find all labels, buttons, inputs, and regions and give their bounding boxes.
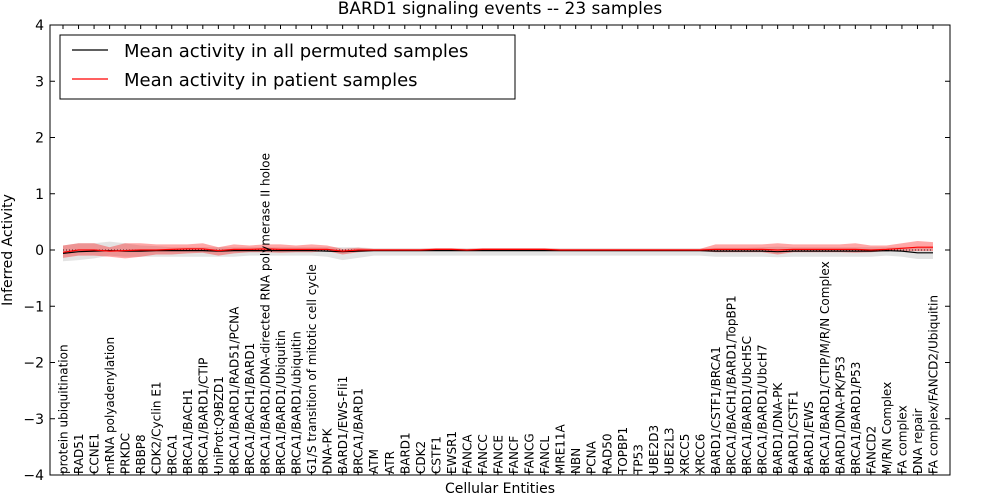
category-label: BARD1 [398, 432, 412, 474]
category-label: DNA-PK [321, 427, 335, 474]
category-label: protein ubiquitination [57, 344, 71, 474]
category-label: BRCA1/BARD1/CTIP [196, 358, 210, 474]
category-label: UBE2L3 [662, 427, 676, 474]
category-label: BARD1/EWS-Fli1 [336, 376, 350, 474]
y-tick-label: 0 [35, 243, 44, 259]
category-label: BRCA1/BARD1/Ubiquitin [274, 330, 288, 474]
category-label: BRCA1/BARD1/RAD51/PCNA [227, 306, 241, 474]
category-label: FANCC [476, 434, 490, 474]
y-tick-label: −4 [23, 468, 44, 484]
category-label: BARD1/DNA-PK/P53 [833, 356, 847, 474]
category-label: CSTF1 [429, 436, 443, 474]
category-label: DNA repair [911, 408, 925, 474]
category-label: ATM [367, 449, 381, 474]
category-label: FANCG [523, 433, 537, 474]
category-label: EWSR1 [445, 431, 459, 474]
category-label: FANCE [492, 435, 506, 474]
category-label: ATR [383, 451, 397, 474]
category-label: BRCA1/BACH1/BARD1 [243, 343, 257, 474]
category-label: FA complex [895, 405, 909, 474]
category-label: BRCA1/BACH1/BARD1/TopBP1 [725, 295, 739, 474]
category-label: RAD51 [72, 433, 86, 474]
category-label: M/R/N Complex [880, 382, 894, 474]
category-label: BRCA1 [165, 434, 179, 474]
category-label: mRNA polyadenylation [103, 337, 117, 474]
category-label: FANCF [507, 436, 521, 474]
category-label: BARD1/EWS [802, 401, 816, 474]
category-label: TOPBP1 [616, 427, 630, 475]
x-axis-ticks [62, 25, 934, 475]
category-label: FANCA [460, 434, 474, 474]
category-label: CCNE1 [88, 433, 102, 474]
category-label: BARD1/CSTF1/BRCA1 [709, 346, 723, 474]
category-label: BRCA1/BARD1/UbcH7 [756, 344, 770, 474]
category-label: BRCA1/BARD1/P53 [849, 362, 863, 474]
legend-label-patient: Mean activity in patient samples [124, 70, 418, 91]
category-label: RBBP8 [134, 434, 148, 474]
y-tick-label: 3 [35, 74, 44, 90]
y-axis-label: Inferred Activity [0, 194, 16, 306]
category-label: XRCC5 [678, 434, 692, 474]
band-series-0 [63, 241, 933, 262]
category-label: FANCD2 [864, 426, 878, 474]
category-label: PCNA [585, 440, 599, 474]
category-label: G1/S transition of mitotic cell cycle [305, 264, 319, 474]
category-label: FANCL [538, 436, 552, 474]
chart-title: BARD1 signaling events -- 23 samples [338, 0, 663, 19]
y-axis-ticks: 4 3 2 1 0 −1 −2 −3 −4 [23, 18, 950, 484]
category-label: TP53 [631, 444, 645, 475]
category-label: RAD50 [600, 433, 614, 474]
legend-label-permuted: Mean activity in all permuted samples [124, 41, 468, 62]
x-axis-label: Cellular Entities [445, 481, 555, 497]
category-label: UBE2D3 [647, 425, 661, 474]
y-tick-label: −3 [23, 412, 44, 428]
category-label: BRCA1/BARD1 [352, 388, 366, 474]
category-label: PRKDC [119, 433, 133, 474]
category-label: MRE11A [554, 423, 568, 474]
category-label: NBN [569, 448, 583, 474]
category-label: FA complex/FANCD2/Ubiquitin [927, 295, 941, 474]
category-label: BRCA1/BARD1/UbcH5C [740, 336, 754, 474]
category-label: BARD1/DNA-PK [771, 382, 785, 474]
category-label: CDK2/Cyclin E1 [150, 381, 164, 474]
legend-box [59, 34, 516, 100]
category-labels: protein ubiquitination RAD51 CCNE1 mRNA pol… [57, 153, 941, 475]
category-label: UniProt:Q9BZD1 [212, 376, 226, 474]
y-tick-label: 4 [35, 18, 44, 34]
category-label: CDK2 [414, 441, 428, 474]
series-lines [62, 246, 933, 254]
category-label: BRCA1/BARD1/CTIP/M/R/N Complex [818, 261, 832, 474]
y-tick-label: 2 [35, 131, 44, 147]
line-series-0 [62, 249, 933, 254]
category-label: BARD1/CSTF1 [787, 390, 801, 474]
plot-frame [49, 24, 951, 476]
legend: Mean activity in all permuted samples Me… [59, 34, 516, 100]
y-tick-label: −2 [23, 356, 44, 372]
category-label: BRCA1/BARD1/ubiquitin [290, 331, 304, 474]
line-series-1 [62, 246, 933, 253]
category-label: BRCA1/BACH1 [181, 388, 195, 474]
category-label: BRCA1/BARD1/DNA-directed RNA polymerase … [259, 153, 273, 474]
y-tick-label: 1 [35, 187, 44, 203]
category-label: XRCC6 [694, 434, 708, 474]
y-tick-label: −1 [23, 299, 44, 315]
